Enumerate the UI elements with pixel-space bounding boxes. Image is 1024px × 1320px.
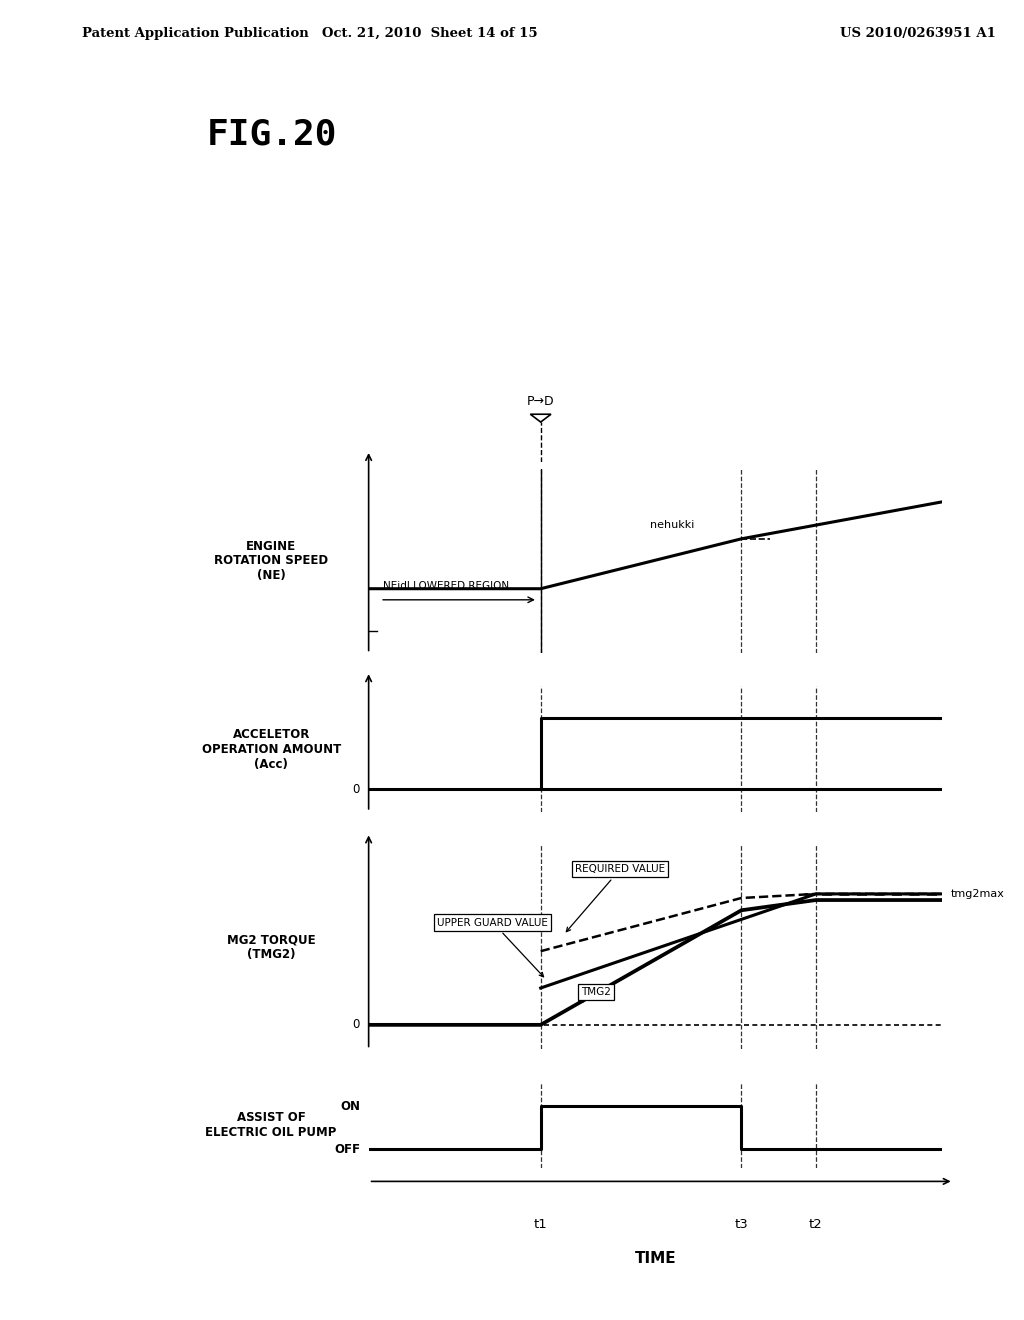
Text: tmg2max: tmg2max	[950, 888, 1005, 899]
Polygon shape	[530, 414, 551, 422]
Text: ENGINE
ROTATION SPEED
(NE): ENGINE ROTATION SPEED (NE)	[214, 540, 329, 582]
Text: Oct. 21, 2010  Sheet 14 of 15: Oct. 21, 2010 Sheet 14 of 15	[323, 26, 538, 40]
Text: ON: ON	[340, 1100, 360, 1113]
Text: TIME: TIME	[635, 1251, 676, 1266]
Text: ACCELETOR
OPERATION AMOUNT
(Acc): ACCELETOR OPERATION AMOUNT (Acc)	[202, 727, 341, 771]
Text: MG2 TORQUE
(TMG2): MG2 TORQUE (TMG2)	[227, 933, 315, 961]
Text: Patent Application Publication: Patent Application Publication	[82, 26, 308, 40]
Text: FIG.20: FIG.20	[207, 117, 338, 152]
Text: t2: t2	[809, 1217, 823, 1230]
Text: nehukki: nehukki	[649, 520, 694, 529]
Text: REQUIRED VALUE: REQUIRED VALUE	[566, 865, 666, 932]
Text: P→D: P→D	[527, 395, 554, 408]
Text: t1: t1	[534, 1217, 548, 1230]
Text: UPPER GUARD VALUE: UPPER GUARD VALUE	[437, 917, 548, 977]
Text: 0: 0	[352, 783, 360, 796]
Text: US 2010/0263951 A1: US 2010/0263951 A1	[840, 26, 995, 40]
Text: TMG2: TMG2	[579, 987, 610, 1002]
Text: 0: 0	[352, 1018, 360, 1031]
Text: ASSIST OF
ELECTRIC OIL PUMP: ASSIST OF ELECTRIC OIL PUMP	[206, 1111, 337, 1139]
Text: NEidl LOWERED REGION: NEidl LOWERED REGION	[383, 581, 509, 590]
Text: t3: t3	[734, 1217, 749, 1230]
Text: OFF: OFF	[334, 1143, 360, 1156]
